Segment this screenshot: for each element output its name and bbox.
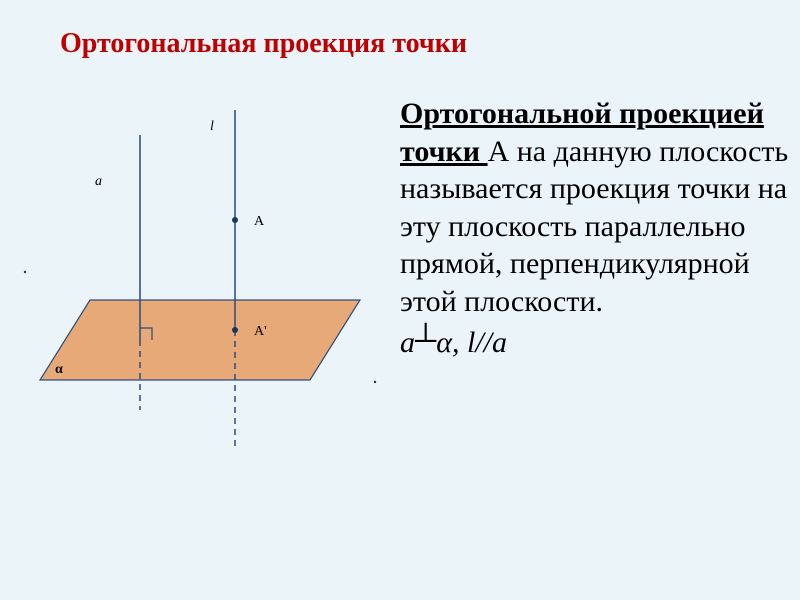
- point-a-prime-label: A': [254, 324, 267, 339]
- formula-a: a: [400, 326, 415, 359]
- line-l-label: l: [210, 119, 214, 134]
- formula-alpha: α, l//a: [436, 326, 507, 359]
- projection-diagram: α a l A A': [10, 80, 390, 460]
- point-a-prime: [232, 327, 238, 333]
- dot-left: [24, 271, 26, 273]
- point-a: [232, 217, 238, 223]
- line-a-label: a: [95, 174, 102, 189]
- slide-title: Ортогональная проекция точки: [60, 28, 467, 60]
- perp-icon: ┴: [415, 322, 436, 360]
- formula: a┴α, l//a: [400, 324, 800, 362]
- definition-text: Ортогональной проекцией точки А на данну…: [400, 95, 800, 362]
- plane-alpha: [40, 300, 360, 380]
- dot-right: [374, 381, 376, 383]
- plane-alpha-label: α: [55, 362, 63, 377]
- point-a-label: A: [254, 214, 265, 229]
